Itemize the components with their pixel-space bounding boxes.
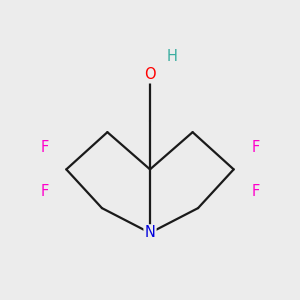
- Text: F: F: [251, 184, 260, 199]
- Text: F: F: [40, 184, 49, 199]
- Text: O: O: [144, 67, 156, 82]
- Text: F: F: [251, 140, 260, 155]
- Text: N: N: [145, 225, 155, 240]
- Text: F: F: [40, 140, 49, 155]
- Text: H: H: [166, 49, 177, 64]
